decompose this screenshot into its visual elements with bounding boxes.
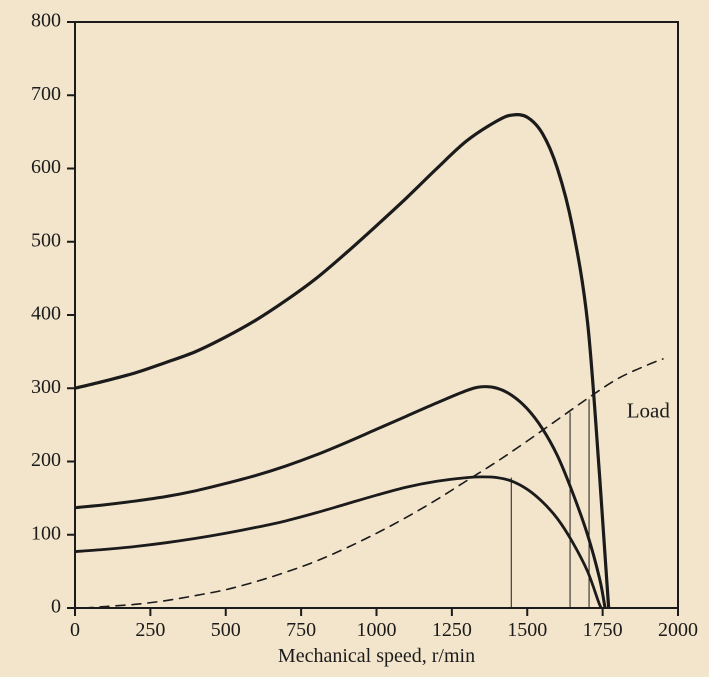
x-tick-label: 1000 — [357, 619, 397, 641]
y-tick-label: 300 — [31, 376, 61, 398]
y-tick-label: 200 — [31, 449, 61, 471]
x-tick-label: 0 — [70, 619, 80, 641]
y-tick-label: 600 — [31, 156, 61, 178]
x-tick-label: 250 — [135, 619, 165, 641]
y-tick-label: 800 — [31, 10, 61, 32]
x-tick-label: 750 — [286, 619, 316, 641]
y-tick-label: 500 — [31, 229, 61, 251]
y-tick-label: 700 — [31, 83, 61, 105]
torque-speed-chart: 0 100 200 300 400 500 600 700 800 0 250 500 750 1000 1… — [0, 0, 709, 677]
y-tick-label: 400 — [31, 303, 61, 325]
load-label: Load — [627, 399, 671, 423]
x-tick-label: 1500 — [507, 619, 547, 641]
x-tick-label: 2000 — [658, 619, 698, 641]
chart-container: { "chart": { "type": "line", "background… — [0, 0, 709, 677]
y-tick-label: 100 — [31, 522, 61, 544]
chart-background — [0, 0, 709, 677]
x-tick-label: 1250 — [432, 619, 472, 641]
x-axis-label: Mechanical speed, r/min — [278, 645, 475, 667]
y-tick-label: 0 — [51, 596, 61, 618]
x-tick-label: 1750 — [583, 619, 623, 641]
x-tick-label: 500 — [211, 619, 241, 641]
